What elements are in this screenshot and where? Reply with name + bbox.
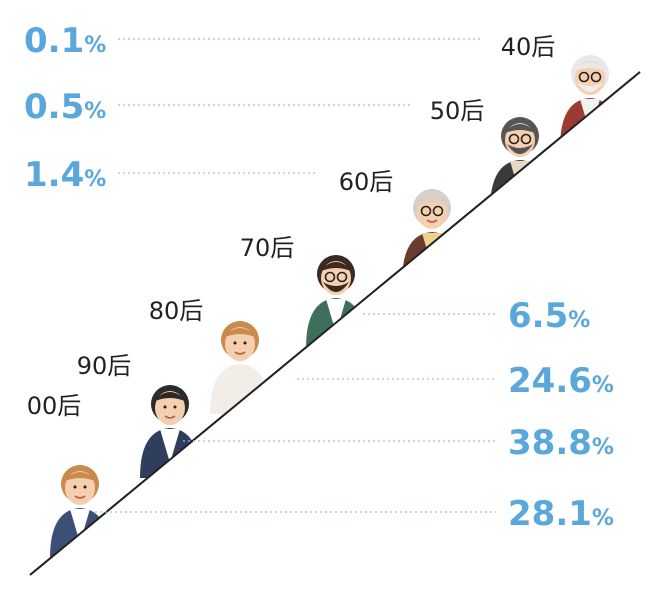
generation-label: 00后 xyxy=(27,392,82,420)
figure-beard xyxy=(577,82,603,92)
figure-shirt xyxy=(160,429,180,463)
figure-mouth xyxy=(74,495,86,499)
value-label: 0.1% xyxy=(24,21,106,61)
eye-left xyxy=(163,405,167,409)
value-label: 1.4% xyxy=(24,155,106,195)
glasses-right xyxy=(520,133,532,145)
generation-label: 50后 xyxy=(430,97,485,125)
value-unit: % xyxy=(84,33,106,58)
figure-face xyxy=(155,391,185,425)
figure-face xyxy=(65,471,95,505)
figure-face xyxy=(417,195,447,229)
figure-hair-top xyxy=(319,262,353,272)
value-label: 0.5% xyxy=(24,87,106,127)
figure-hair-top xyxy=(573,62,607,72)
eye-left xyxy=(233,341,237,345)
value-unit: % xyxy=(592,373,614,398)
glasses-left xyxy=(324,271,336,283)
figure-hair-top xyxy=(503,124,537,134)
figure-shirt xyxy=(70,509,90,543)
value-unit: % xyxy=(84,167,106,192)
glasses-left xyxy=(420,205,432,217)
figure-beard xyxy=(323,282,349,292)
eye-right xyxy=(83,485,87,489)
glasses-right xyxy=(336,271,348,283)
generation-label: 70后 xyxy=(240,234,295,262)
eye-right xyxy=(243,341,247,345)
diagonal-line-front xyxy=(29,71,641,576)
figure-mouth xyxy=(426,219,438,223)
glasses-left xyxy=(578,71,590,83)
slope-mask xyxy=(0,72,662,599)
figure-face xyxy=(225,327,255,361)
glasses-left xyxy=(508,133,520,145)
value-unit: % xyxy=(568,308,590,333)
generation-label: 80后 xyxy=(149,297,204,325)
figure-mouth xyxy=(234,351,246,355)
glasses-right xyxy=(432,205,444,217)
figure-shirt xyxy=(326,299,346,333)
value-unit: % xyxy=(592,435,614,460)
generation-label: 60后 xyxy=(339,168,394,196)
value-unit: % xyxy=(84,99,106,124)
figure-beard xyxy=(507,144,533,154)
figure-hair-top xyxy=(223,328,257,338)
eye-left xyxy=(73,485,77,489)
figure-hair-top xyxy=(153,392,187,402)
figure-hair-top xyxy=(415,196,449,206)
figure-mouth xyxy=(164,415,176,419)
figure-hair-top xyxy=(63,472,97,482)
glasses-right xyxy=(590,71,602,83)
eye-right xyxy=(173,405,177,409)
figure-shirt xyxy=(230,365,250,399)
generation-label: 90后 xyxy=(77,352,132,380)
generation-label: 40后 xyxy=(501,33,556,61)
value-unit: % xyxy=(592,506,614,531)
value-label: 24.6% xyxy=(508,361,614,401)
